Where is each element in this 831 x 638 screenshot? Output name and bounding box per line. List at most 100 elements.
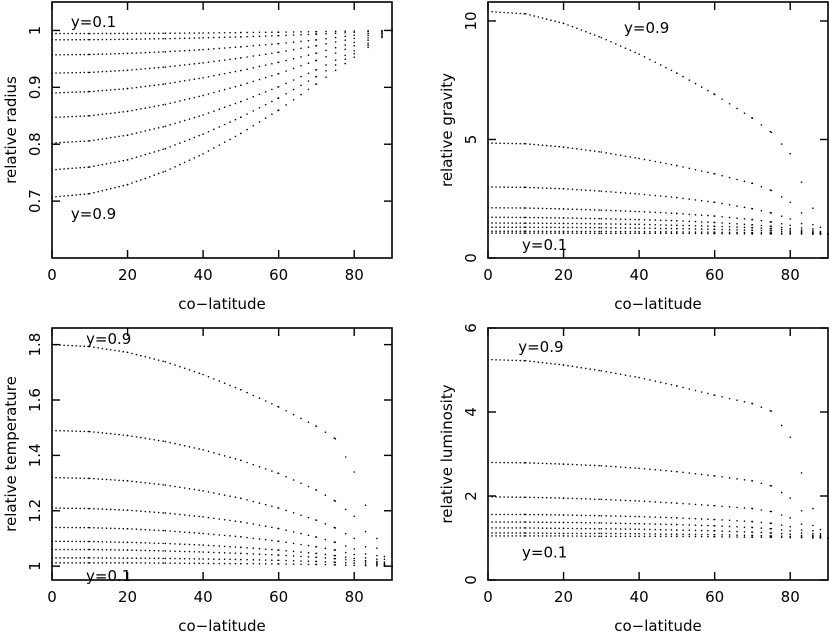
data-point [491,521,493,523]
data-point [109,89,112,91]
data-point [610,522,612,524]
data-point [550,19,552,21]
data-point [634,223,636,226]
data-point [277,554,280,556]
data-point [605,498,607,501]
data-point [576,148,578,150]
data-point [353,30,356,32]
data-point [179,443,181,446]
data-point [688,228,691,230]
data-point [499,232,501,234]
data-point [600,527,603,530]
data-point [153,557,156,560]
data-point [101,138,104,140]
data-point [584,189,587,191]
data-point [88,53,91,56]
data-point [353,52,356,55]
data-point [240,57,242,59]
data-point [157,557,160,560]
data-point [63,72,65,74]
data-point [202,62,204,64]
data-point [545,362,548,364]
data-point [144,528,147,531]
data-point [277,72,280,75]
data-point [223,36,226,39]
data-point [324,538,327,541]
data-point [135,549,138,552]
data-point [109,70,112,73]
data-point [780,196,783,198]
data-point [88,507,91,510]
data-point [271,470,273,472]
data-point [605,223,607,225]
data-point [519,521,522,523]
data-point [682,517,684,519]
series-2 [487,532,829,539]
data-point [524,216,527,219]
data-point [659,381,662,384]
data-point [605,370,607,373]
data-point [135,180,138,183]
data-point [114,562,116,564]
data-point [252,537,255,540]
data-point [629,210,632,213]
data-point [234,36,237,38]
data-point [183,531,186,533]
data-point [252,394,255,397]
data-point [126,134,129,136]
data-point [600,514,603,517]
data-point [507,230,509,233]
y-tick-label: 1 [26,561,44,571]
data-point [252,553,255,555]
data-point [87,345,90,348]
data-point [576,532,578,535]
data-point [126,69,129,72]
data-point [707,232,709,235]
data-point [545,230,548,233]
data-point [659,219,662,222]
data-point [118,541,120,543]
data-point [122,557,125,559]
data-point [491,142,493,144]
data-point [707,228,709,230]
data-point [207,32,210,34]
data-point [615,372,617,375]
data-point [610,532,612,535]
data-point [721,536,723,538]
data-point [688,79,691,81]
data-point [682,220,684,222]
data-point [307,54,310,56]
data-point [207,130,210,133]
data-point [519,527,522,529]
data-point [615,218,617,220]
data-point [629,192,632,195]
data-point [164,37,167,40]
data-point [529,496,531,499]
data-point [491,230,493,233]
data-point [71,540,73,543]
data-point [88,166,91,168]
data-point [580,464,583,466]
data-point [202,133,204,135]
data-point [131,69,133,71]
data-point [610,371,612,374]
data-point [162,360,164,363]
data-point [634,210,636,213]
data-point [79,53,82,56]
data-point [153,483,156,485]
data-point [207,551,210,554]
data-point [682,535,684,538]
data-point [760,531,763,534]
data-point [179,543,181,545]
data-point [229,104,231,107]
data-point [246,562,248,565]
data-point [59,476,61,479]
data-point [584,527,587,530]
data-point [558,230,561,233]
data-point [728,222,731,225]
data-point [198,562,200,565]
data-point [55,195,57,198]
data-point [545,527,548,529]
data-point [157,83,160,86]
data-point [122,159,125,162]
